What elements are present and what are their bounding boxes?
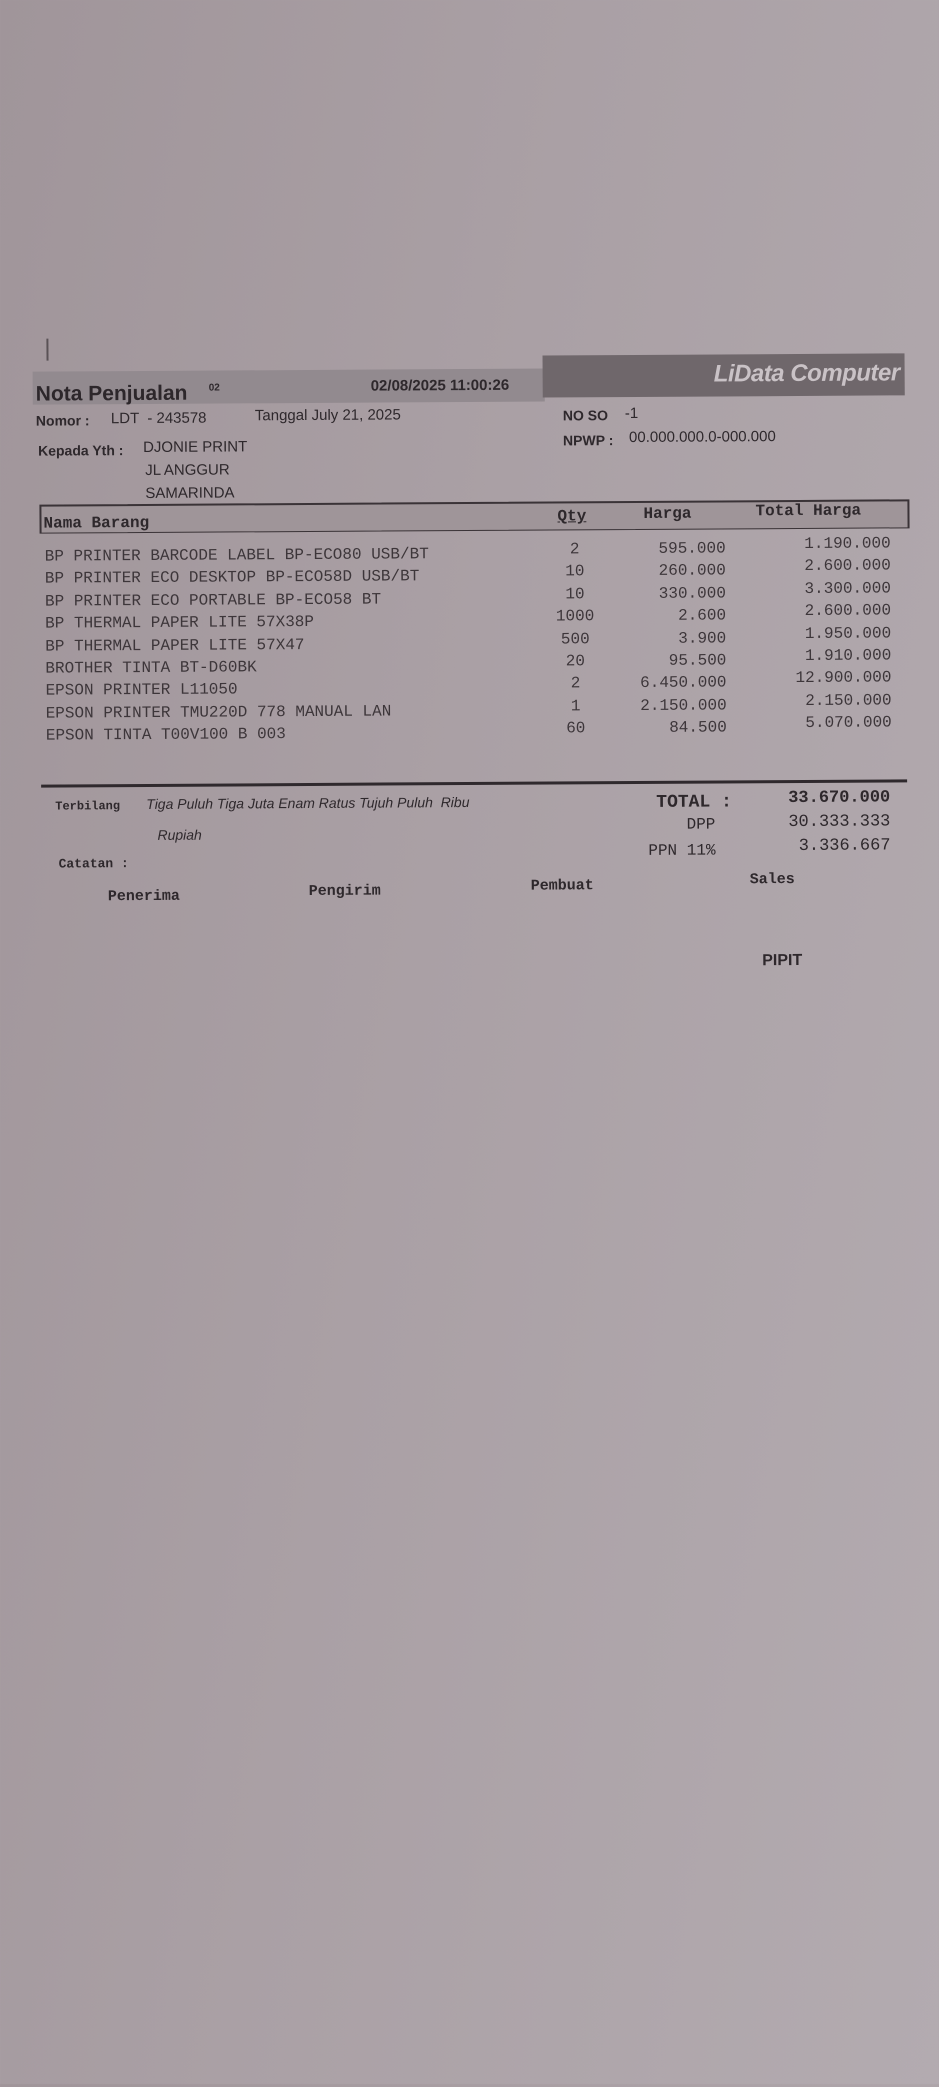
- document-title: Nota Penjualan: [35, 381, 188, 406]
- nomor-value: LDT - 243578: [110, 409, 207, 428]
- ppn-value: 3.336.667: [798, 836, 891, 856]
- item-qty: 60: [566, 719, 586, 738]
- customer-name: DJONIE PRINT: [143, 438, 248, 456]
- customer-address-2: SAMARINDA: [145, 484, 235, 502]
- signature-pembuat: Pembuat: [530, 877, 594, 895]
- item-name: EPSON TINTA T00V100 B 003: [45, 725, 286, 745]
- item-price: 595.000: [658, 539, 726, 558]
- signature-sales: Sales: [749, 871, 795, 889]
- item-price: 2.150.000: [640, 696, 727, 715]
- item-total: 2.600.000: [804, 556, 891, 576]
- item-name: EPSON PRINTER L11050: [45, 680, 238, 700]
- summary-divider: [41, 779, 908, 788]
- npwp-label: NPWP :: [562, 432, 614, 449]
- item-price: 95.500: [668, 651, 727, 670]
- table-row: BP THERMAL PAPER LITE 57X38P 1000 2.600 2.6…: [0, 0, 935, 633]
- item-qty: 1: [570, 697, 581, 716]
- item-name: EPSON PRINTER TMU220D 778 MANUAL LAN: [45, 702, 392, 723]
- item-total: 1.950.000: [804, 624, 892, 643]
- item-price: 3.900: [678, 629, 727, 648]
- invoice-date: Tanggal July 21, 2025: [254, 406, 401, 425]
- npwp-value: 00.000.000.0-000.000: [628, 428, 776, 447]
- item-qty: 2: [569, 540, 580, 559]
- terbilang-label: Terbilang: [55, 799, 121, 814]
- item-total: 3.300.000: [804, 579, 891, 598]
- table-row: BP PRINTER ECO PORTABLE BP-ECO58 BT 10 330…: [0, 0, 935, 610]
- table-row: EPSON PRINTER L11050 2 6.450.000 12.900.000: [0, 0, 935, 700]
- item-qty: 2: [570, 674, 581, 693]
- dpp-value: 30.333.333: [788, 812, 891, 833]
- table-row: BROTHER TINTA BT-D60BK 20 95.500 1.910.000: [0, 0, 935, 677]
- item-total: 2.600.000: [804, 601, 892, 621]
- item-name: BP PRINTER BARCODE LABEL BP-ECO80 USB/BT: [44, 545, 429, 566]
- kepada-label: Kepada Yth :: [38, 442, 124, 459]
- item-name: BROTHER TINTA BT-D60BK: [45, 658, 257, 678]
- total-value: 33.670.000: [788, 788, 891, 809]
- sales-name: PIPIT: [762, 951, 803, 970]
- item-name: BP THERMAL PAPER LITE 57X47: [45, 635, 305, 656]
- no-so-value: -1: [624, 404, 639, 423]
- signature-penerima: Penerima: [107, 887, 180, 906]
- customer-address-1: JL ANGGUR: [145, 461, 230, 479]
- item-qty: 500: [560, 629, 590, 649]
- terbilang-text-line1: Tiga Puluh Tiga Juta Enam Ratus Tujuh Pu…: [146, 794, 470, 812]
- item-price: 260.000: [658, 561, 726, 581]
- copy-mark: 02: [208, 382, 220, 394]
- column-header-total: Total Harga: [755, 501, 862, 521]
- item-table-body: BP PRINTER BARCODE LABEL BP-ECO80 USB/BT…: [0, 0, 935, 745]
- nomor-label: Nomor :: [35, 412, 90, 429]
- item-qty: 1000: [555, 607, 595, 626]
- column-header-price: Harga: [643, 504, 692, 523]
- item-total: 12.900.000: [795, 668, 892, 688]
- item-name: BP THERMAL PAPER LITE 57X38P: [45, 613, 315, 633]
- ppn-label: PPN 11%: [648, 841, 716, 860]
- no-so-label: NO SO: [562, 407, 609, 424]
- company-logo: LiData Computer: [713, 359, 900, 388]
- item-price: 6.450.000: [640, 673, 727, 693]
- item-name: BP PRINTER ECO DESKTOP BP-ECO58D USB/BT: [44, 567, 420, 588]
- item-qty: 20: [565, 652, 586, 671]
- item-price: 84.500: [669, 718, 727, 737]
- printed-timestamp: 02/08/2025 11:00:26: [370, 376, 510, 395]
- column-header-qty: Qty: [557, 507, 587, 526]
- item-name: BP PRINTER ECO PORTABLE BP-ECO58 BT: [44, 590, 382, 611]
- table-row: BP PRINTER ECO DESKTOP BP-ECO58D USB/BT 1…: [0, 0, 935, 588]
- item-total: 2.150.000: [805, 691, 892, 710]
- item-total: 1.910.000: [804, 646, 892, 665]
- print-mark: [46, 338, 49, 361]
- table-row: BP PRINTER BARCODE LABEL BP-ECO80 USB/BT…: [0, 0, 935, 565]
- terbilang-text-line2: Rupiah: [157, 826, 202, 843]
- dpp-label: DPP: [686, 815, 716, 834]
- item-total: 5.070.000: [805, 713, 892, 733]
- total-label: TOTAL :: [656, 792, 732, 813]
- item-total: 1.190.000: [804, 534, 891, 553]
- table-row: EPSON PRINTER TMU220D 778 MANUAL LAN 1 2.1…: [0, 0, 935, 722]
- item-price: 2.600: [678, 606, 727, 625]
- table-row: EPSON TINTA T00V100 B 003 60 84.500 5.070.0…: [0, 0, 935, 745]
- signature-pengirim: Pengirim: [308, 882, 381, 900]
- column-header-item: Nama Barang: [43, 513, 150, 533]
- item-qty: 10: [565, 585, 585, 604]
- item-qty: 10: [565, 562, 585, 581]
- table-row: BP THERMAL PAPER LITE 57X47 500 3.900 1.950…: [0, 0, 935, 655]
- item-price: 330.000: [658, 584, 727, 603]
- catatan-label: Catatan :: [58, 856, 129, 872]
